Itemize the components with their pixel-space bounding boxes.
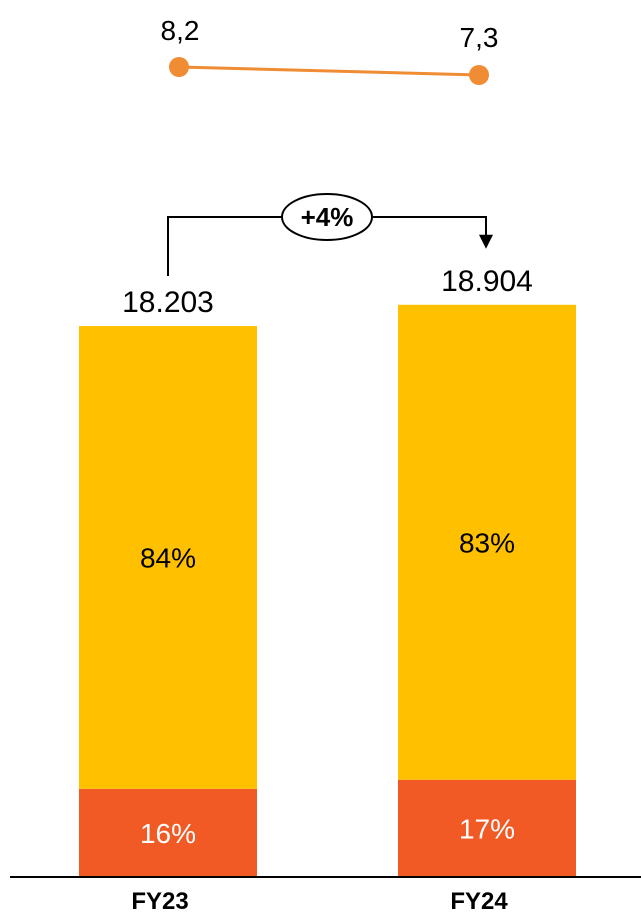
line-point-fy24 <box>469 65 489 85</box>
total-label-fy23: 18.203 <box>122 286 214 319</box>
growth-badge <box>281 193 373 241</box>
bar-fy23-segment-2 <box>79 326 257 789</box>
line-value-label-fy24: 7,3 <box>460 22 499 53</box>
segment-label-fy24-2: 83% <box>459 527 515 558</box>
x-tick-label-fy24: FY24 <box>450 888 508 915</box>
total-label-fy24: 18.904 <box>441 265 533 298</box>
growth-label: +4% <box>301 202 354 232</box>
bar-fy24-segment-1 <box>398 779 576 877</box>
segment-label-fy23-1: 16% <box>140 818 196 849</box>
segment-label-fy23-2: 84% <box>140 542 196 573</box>
line-chart: 8,2 7,3 <box>161 15 499 85</box>
x-tick-label-fy23: FY23 <box>131 888 188 915</box>
line-point-fy23 <box>169 57 189 77</box>
bar-fy24-segment-2 <box>398 304 576 780</box>
bar-fy23-segment-1 <box>79 788 257 877</box>
line-value-label-fy23: 8,2 <box>161 15 200 46</box>
growth-annotation: +4% <box>167 193 493 276</box>
segment-label-fy24-1: 17% <box>459 813 515 844</box>
stacked-bar-chart: 16% 84% 17% 83% 18.203 18.904 <box>79 265 576 877</box>
arrow-down-icon <box>479 234 493 249</box>
series-line <box>178 65 480 77</box>
